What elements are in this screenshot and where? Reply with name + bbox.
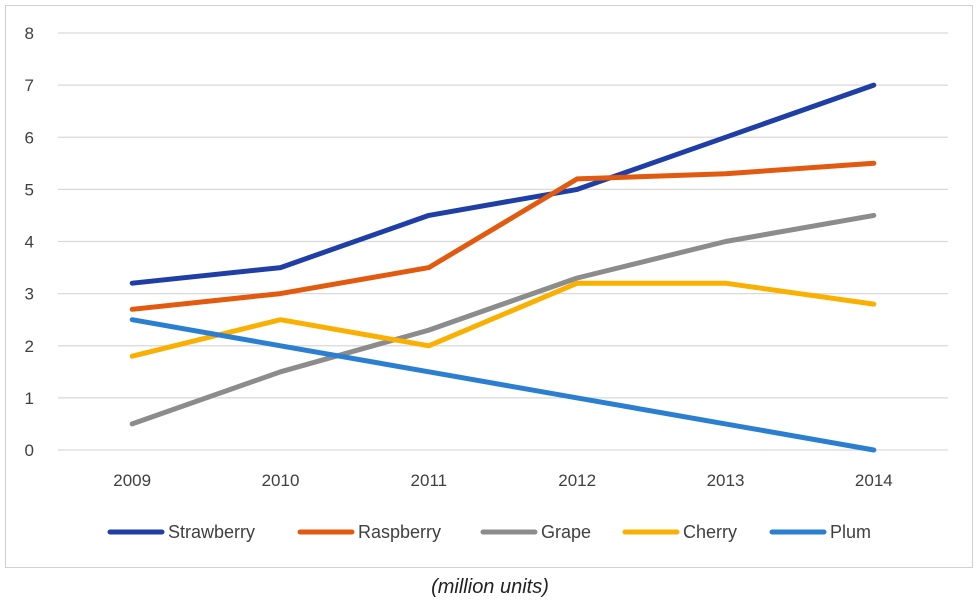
x-tick-label: 2014 bbox=[855, 471, 893, 490]
legend-item-raspberry: Raspberry bbox=[297, 522, 441, 542]
legend-label: Raspberry bbox=[358, 522, 441, 542]
y-tick-label: 7 bbox=[25, 76, 34, 95]
legend-item-strawberry: Strawberry bbox=[107, 522, 255, 542]
x-tick-label: 2013 bbox=[707, 471, 745, 490]
legend-label: Strawberry bbox=[168, 522, 255, 542]
y-tick-label: 6 bbox=[25, 128, 34, 147]
legend: Strawberry Raspberry Grape Cherry Plum bbox=[107, 522, 871, 542]
chart-caption: (million units) bbox=[431, 576, 549, 598]
x-tick-label: 2010 bbox=[262, 471, 300, 490]
legend-label: Grape bbox=[541, 522, 591, 542]
series-line-strawberry bbox=[129, 82, 877, 286]
series-line-plum bbox=[129, 317, 877, 453]
series-line-grape bbox=[129, 212, 877, 427]
x-axis-ticks: 2009 2010 2011 2012 2013 2014 bbox=[113, 471, 892, 490]
y-tick-label: 0 bbox=[25, 441, 34, 460]
x-tick-label: 2011 bbox=[411, 471, 448, 490]
y-tick-label: 3 bbox=[25, 285, 34, 304]
legend-item-cherry: Cherry bbox=[622, 522, 737, 542]
y-axis-ticks: 0 1 2 3 4 5 6 7 8 bbox=[25, 24, 34, 460]
legend-item-plum: Plum bbox=[769, 522, 871, 542]
x-tick-label: 2012 bbox=[558, 471, 596, 490]
legend-label: Cherry bbox=[683, 522, 737, 542]
line-chart: 0 1 2 3 4 5 6 7 8 2009 2010 2011 2012 2013 2014 Straw… bbox=[25, 24, 948, 542]
series-line-raspberry bbox=[129, 160, 877, 312]
chart-frame bbox=[5, 5, 973, 568]
legend-label: Plum bbox=[830, 522, 871, 542]
legend-item-grape: Grape bbox=[480, 522, 591, 542]
series-lines bbox=[129, 82, 877, 453]
y-tick-label: 4 bbox=[25, 233, 34, 252]
y-tick-label: 1 bbox=[25, 389, 34, 408]
y-tick-label: 2 bbox=[25, 337, 34, 356]
y-tick-label: 8 bbox=[25, 24, 34, 43]
x-tick-label: 2009 bbox=[113, 471, 151, 490]
gridlines bbox=[58, 32, 948, 451]
y-tick-label: 5 bbox=[25, 180, 34, 199]
series-line-cherry bbox=[129, 280, 877, 359]
